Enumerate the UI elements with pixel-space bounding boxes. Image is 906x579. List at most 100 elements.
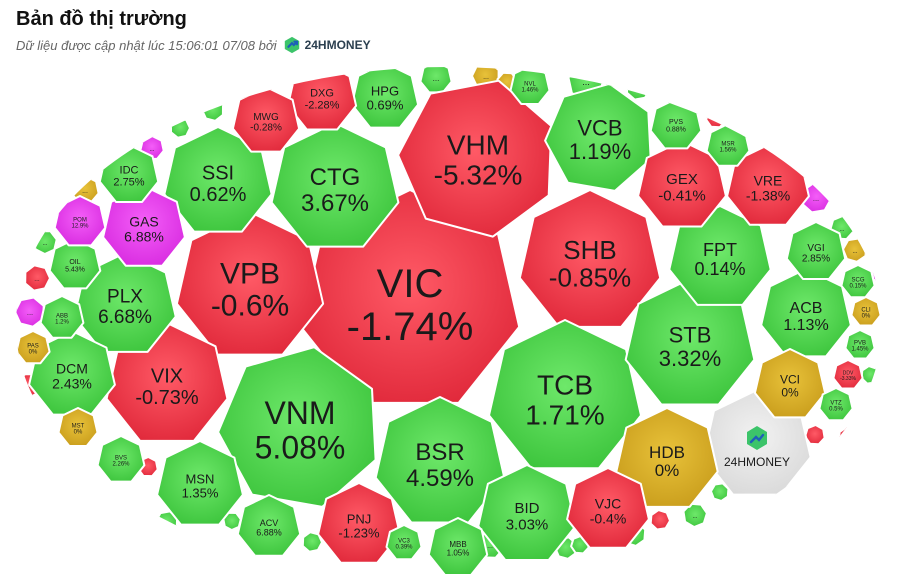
filler-cell[interactable] [710, 482, 730, 502]
filler-cell[interactable] [201, 98, 224, 122]
cell-bvs[interactable] [96, 435, 146, 483]
brand-cell-icon [747, 426, 767, 450]
cell-ssi[interactable] [163, 126, 273, 233]
cell-change: 6.68% [98, 307, 152, 328]
cell-change: 3.67% [301, 190, 369, 217]
cell-mwg[interactable] [231, 86, 301, 153]
cell-ddv[interactable] [832, 359, 864, 390]
cell-mst[interactable] [57, 407, 99, 447]
cell-change: 2.43% [52, 375, 92, 391]
filler-cell[interactable] [817, 140, 849, 171]
filler-cell[interactable] [705, 107, 727, 129]
overflow-label: ... [839, 227, 844, 233]
cell-ticker: SSI [202, 163, 234, 185]
cell-change: -3.33% [840, 376, 856, 382]
cell-nvl[interactable] [509, 66, 551, 105]
cell-change: 2.85% [802, 254, 830, 265]
cell-ticker: OIL [69, 259, 80, 266]
cell-ticker: VCB [577, 115, 622, 140]
cell-cli[interactable] [850, 296, 882, 327]
cell-change: 0.62% [190, 184, 247, 206]
cell-ticker: DDV [843, 370, 854, 376]
cell-gas[interactable] [102, 185, 186, 267]
cell-vcb[interactable] [544, 82, 652, 192]
cell-ticker: CLI [861, 307, 871, 313]
cell-change: 0% [781, 385, 799, 399]
cell-ticker: POM [73, 217, 87, 223]
cell-change: 1.46% [521, 88, 539, 94]
filler-cell[interactable] [15, 296, 45, 328]
cell-change: -0.6% [211, 290, 289, 323]
cell-shb[interactable] [518, 189, 662, 328]
cell-ctg[interactable] [270, 122, 400, 248]
cell-vci[interactable] [753, 348, 827, 419]
cell-stb[interactable] [624, 278, 756, 406]
cell-msn[interactable] [156, 440, 244, 526]
cell-ticker: FPT [703, 240, 737, 260]
overflow-label: ... [635, 87, 640, 93]
filler-cell[interactable] [804, 424, 826, 446]
cell-change: 1.05% [447, 549, 470, 558]
overflow-label: ... [149, 147, 154, 153]
cell-change: 4.59% [406, 465, 474, 492]
brand-logo[interactable]: 24HMONEY [283, 36, 371, 54]
overflow-label: ... [27, 308, 33, 317]
cell-bsr[interactable] [374, 396, 506, 524]
cell-change: 0.14% [694, 259, 745, 279]
cell-ticker: BVS [115, 455, 127, 461]
cell-hpg[interactable] [350, 63, 420, 129]
cell-change: 6.88% [256, 528, 282, 538]
cell-change: 1.45% [851, 347, 869, 353]
cell-ticker: VGI [807, 243, 824, 254]
filler-cell[interactable] [301, 531, 323, 553]
cell-pas[interactable] [16, 330, 51, 365]
cell-ticker: SCG [851, 277, 864, 283]
cell-change: 0.39% [395, 545, 413, 551]
cell-mbb[interactable] [427, 517, 489, 576]
filler-cell[interactable] [861, 213, 882, 235]
cell-change: 12.9% [71, 224, 89, 230]
cell-ticker: NVL [524, 81, 536, 87]
cell-ticker: VTZ [830, 400, 842, 406]
cell-vjc[interactable] [566, 467, 650, 549]
filler-cell[interactable] [860, 365, 880, 385]
brand-cell-text: 24HMONEY [724, 455, 790, 469]
cell-bid[interactable] [477, 464, 577, 561]
cell-vgi[interactable] [785, 221, 847, 280]
cell-abb[interactable] [39, 295, 85, 339]
cell-scg[interactable] [840, 264, 876, 299]
overflow-label: ... [433, 74, 440, 83]
cell-pvb[interactable] [844, 329, 876, 360]
cell-vc3[interactable] [385, 524, 423, 561]
cell-change: 5.43% [65, 267, 85, 274]
cell-pnj[interactable] [317, 482, 401, 564]
filler-cell[interactable] [170, 117, 191, 139]
cell-ticker: SHB [563, 235, 616, 265]
cell-ticker: CTG [310, 164, 361, 191]
cell-ticker: MSN [186, 471, 215, 486]
cell-vtz[interactable] [818, 387, 854, 422]
cell-ticker: PVS [669, 119, 683, 126]
filler-cell[interactable] [649, 509, 671, 531]
cell-ticker: DCM [56, 360, 88, 376]
filler-cell[interactable] [626, 75, 651, 101]
cell-change: 0% [862, 314, 871, 320]
cell-hdb[interactable] [615, 407, 719, 508]
filler-cell[interactable] [24, 264, 51, 292]
filler-cell[interactable] [871, 266, 888, 284]
cell-vpb[interactable] [175, 211, 325, 356]
filler-cell[interactable] [761, 97, 787, 123]
cell-ticker: MST [72, 423, 85, 429]
cell-acv[interactable] [236, 494, 302, 557]
cell-ticker: GEX [666, 171, 698, 188]
cell-oil[interactable] [48, 238, 102, 290]
cell-ticker: BSR [415, 439, 464, 466]
filler-cell[interactable] [85, 481, 107, 503]
cell-ticker: DXG [310, 88, 334, 100]
cell-ticker: VCI [780, 373, 800, 387]
cell-change: 1.19% [569, 139, 631, 164]
filler-cell[interactable] [837, 425, 863, 451]
cell-vnm[interactable] [217, 346, 377, 508]
cell-ticker: HDB [649, 443, 685, 462]
cell-fpt[interactable] [668, 205, 772, 306]
